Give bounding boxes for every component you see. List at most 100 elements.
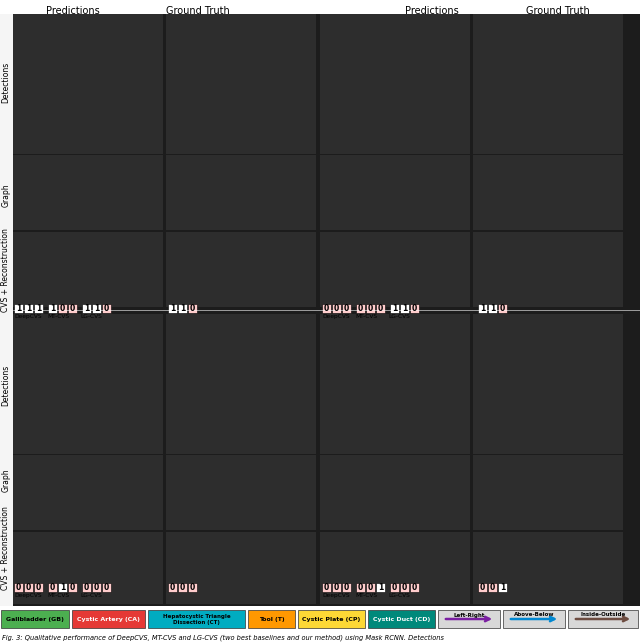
Text: MT-CVS: MT-CVS: [47, 593, 69, 598]
Text: Cystic Duct (CD): Cystic Duct (CD): [373, 616, 430, 621]
Bar: [168, 304, 177, 313]
Bar: [376, 304, 385, 313]
Bar: [410, 583, 419, 592]
Text: LG-CVS: LG-CVS: [388, 593, 410, 598]
Text: MT-CVS: MT-CVS: [355, 314, 377, 319]
Text: CVS + Reconstruction: CVS + Reconstruction: [1, 506, 10, 590]
Bar: [488, 304, 497, 313]
Text: 1: 1: [94, 304, 99, 313]
Text: Detections: Detections: [1, 62, 10, 103]
Bar: [148, 610, 245, 628]
Text: 0: 0: [104, 304, 109, 313]
Text: 0: 0: [344, 583, 349, 592]
Bar: [320, 232, 470, 307]
Bar: [322, 304, 331, 313]
Text: 0: 0: [324, 304, 329, 313]
Bar: [342, 583, 351, 592]
Bar: [82, 304, 91, 313]
Text: DeepCVS: DeepCVS: [14, 593, 42, 598]
Bar: [102, 583, 111, 592]
Text: Graph: Graph: [1, 183, 10, 207]
Bar: [166, 14, 316, 154]
Text: Above-Below: Above-Below: [514, 612, 554, 618]
Text: 0: 0: [94, 583, 99, 592]
Text: 0: 0: [392, 583, 397, 592]
Bar: [72, 610, 145, 628]
Bar: [368, 610, 435, 628]
Bar: [13, 455, 163, 530]
Bar: [188, 304, 197, 313]
Bar: [400, 583, 409, 592]
Text: DeepCVS: DeepCVS: [14, 314, 42, 319]
Text: 0: 0: [36, 583, 41, 592]
Bar: [478, 304, 487, 313]
Bar: [356, 304, 365, 313]
Bar: [320, 532, 470, 604]
Text: 0: 0: [50, 583, 55, 592]
Text: Tool (T): Tool (T): [259, 616, 284, 621]
Text: Graph: Graph: [1, 468, 10, 492]
Bar: [178, 304, 187, 313]
Text: MT-CVS: MT-CVS: [355, 593, 377, 598]
Bar: [498, 304, 507, 313]
Text: Cystic Artery (CA): Cystic Artery (CA): [77, 616, 140, 621]
Text: 0: 0: [334, 304, 339, 313]
Bar: [568, 610, 638, 628]
Text: 0: 0: [334, 583, 339, 592]
Bar: [48, 583, 57, 592]
Bar: [58, 304, 67, 313]
Text: 0: 0: [170, 583, 175, 592]
Bar: [13, 314, 163, 454]
Bar: [298, 610, 365, 628]
Text: 0: 0: [16, 583, 21, 592]
Bar: [376, 583, 385, 592]
Bar: [34, 304, 43, 313]
Text: 0: 0: [500, 304, 505, 313]
Bar: [166, 232, 316, 307]
Bar: [92, 304, 101, 313]
Bar: [248, 610, 295, 628]
Text: Ground Truth: Ground Truth: [526, 6, 590, 16]
Text: LG-CVS: LG-CVS: [80, 593, 102, 598]
Bar: [166, 455, 316, 530]
Text: 1: 1: [490, 304, 495, 313]
Text: DeepCVS: DeepCVS: [322, 314, 349, 319]
Bar: [366, 583, 375, 592]
Text: 0: 0: [412, 583, 417, 592]
Text: 0: 0: [84, 583, 89, 592]
Text: MT-CVS: MT-CVS: [47, 314, 69, 319]
Text: 0: 0: [104, 583, 109, 592]
Bar: [390, 583, 399, 592]
Text: 0: 0: [344, 304, 349, 313]
Text: 1: 1: [50, 304, 55, 313]
Text: 0: 0: [190, 304, 195, 313]
Text: 1: 1: [60, 583, 65, 592]
Bar: [0, 608, 640, 630]
Bar: [168, 583, 177, 592]
Bar: [320, 314, 470, 454]
Bar: [332, 304, 341, 313]
Bar: [102, 304, 111, 313]
Bar: [438, 610, 500, 628]
Text: Detections: Detections: [1, 365, 10, 406]
Bar: [166, 532, 316, 604]
Bar: [13, 14, 163, 154]
Bar: [473, 314, 623, 454]
Bar: [473, 532, 623, 604]
Bar: [356, 583, 365, 592]
Text: Ground Truth: Ground Truth: [166, 6, 230, 16]
Bar: [320, 455, 470, 530]
Bar: [473, 455, 623, 530]
Text: 1: 1: [26, 304, 31, 313]
Text: Left-Right: Left-Right: [453, 612, 484, 618]
Text: Dissection (CT): Dissection (CT): [173, 620, 220, 625]
Bar: [48, 304, 57, 313]
Text: LG-CVS: LG-CVS: [388, 314, 410, 319]
Text: Hepatocystic Triangle: Hepatocystic Triangle: [163, 614, 230, 619]
Bar: [13, 155, 163, 230]
Bar: [178, 583, 187, 592]
Text: 0: 0: [358, 583, 363, 592]
Text: 1: 1: [170, 304, 175, 313]
Bar: [400, 304, 409, 313]
Text: 1: 1: [500, 583, 505, 592]
